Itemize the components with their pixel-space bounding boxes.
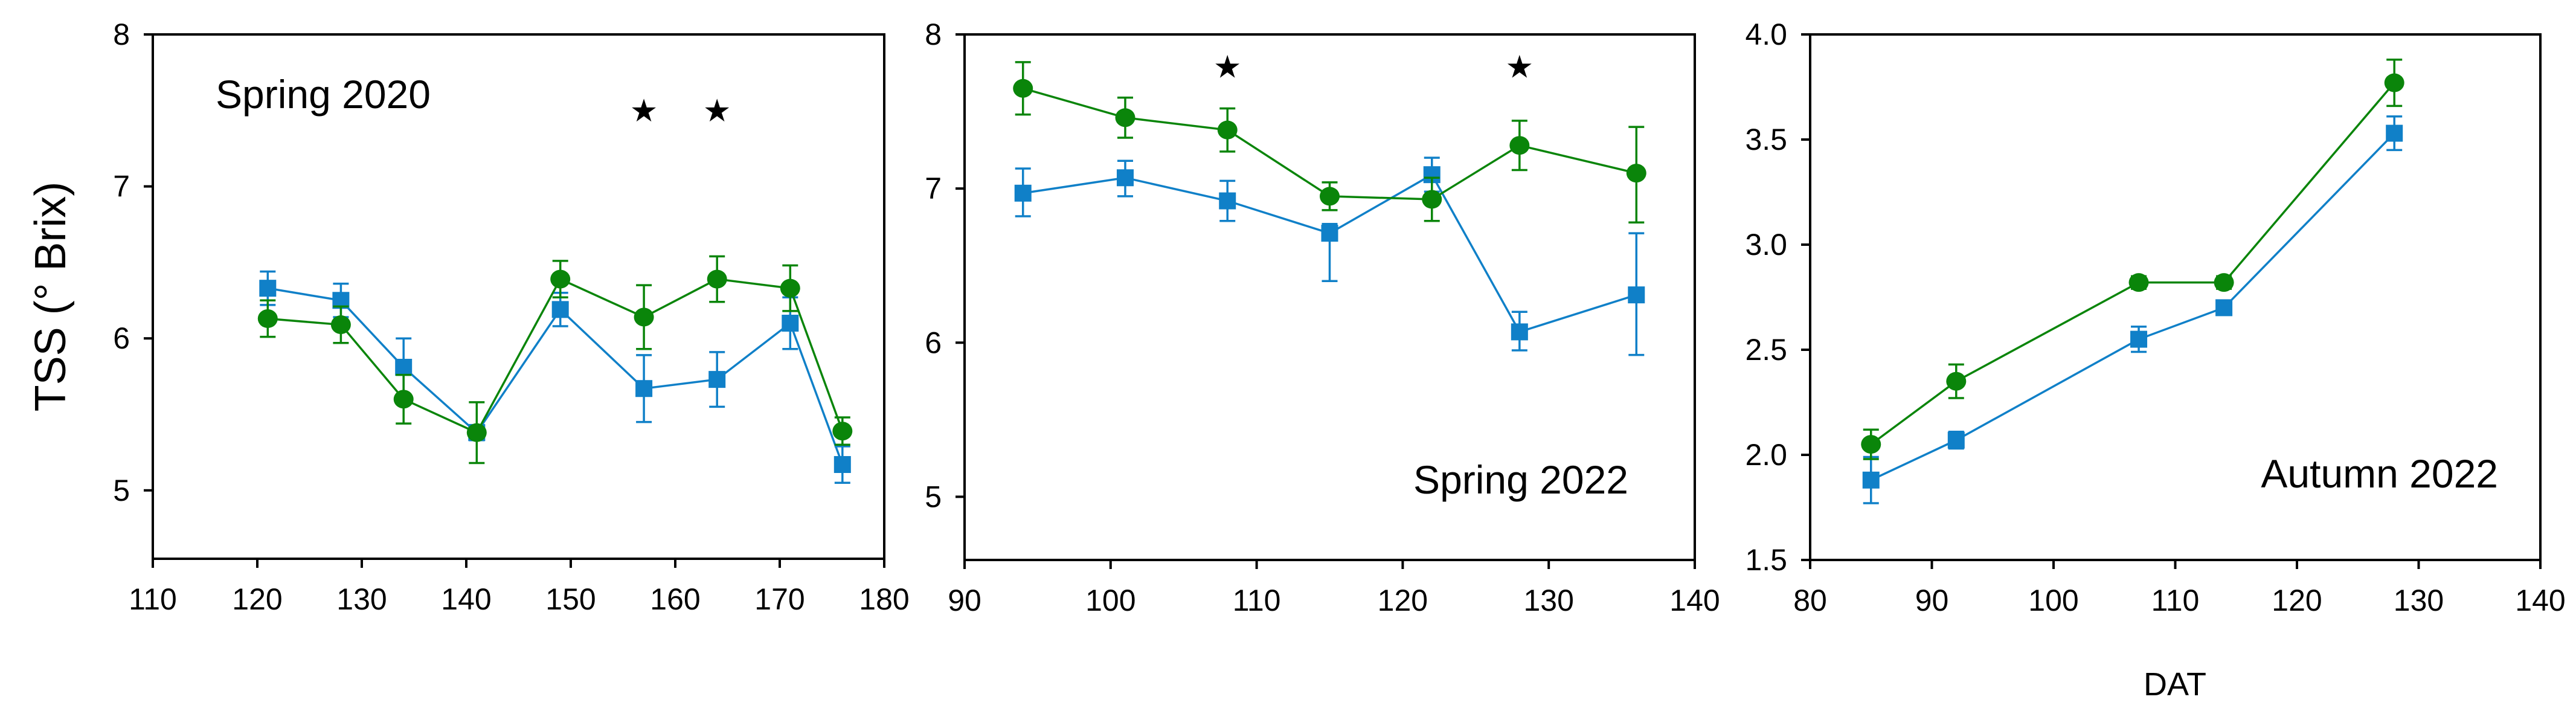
y-tick-label: 2.5	[1745, 333, 1787, 367]
square-marker	[1219, 192, 1236, 210]
green-circle-series-line	[1870, 82, 2395, 446]
x-tick-label: 120	[1378, 584, 1428, 617]
square-marker	[782, 315, 799, 332]
panel-title-autumn-2022: Autumn 2022	[2261, 451, 2498, 496]
x-axis-title: DAT	[2144, 666, 2206, 703]
circle-marker	[2214, 273, 2234, 292]
square-marker	[2130, 330, 2148, 348]
square-marker	[395, 358, 413, 376]
y-tick-label: 1.5	[1745, 543, 1787, 577]
x-tick-label: 140	[441, 582, 491, 616]
y-tick-label: 3.0	[1745, 228, 1787, 262]
significance-star: ★	[1506, 50, 1534, 86]
y-tick-label: 5	[925, 480, 942, 513]
x-tick-label: 90	[948, 584, 981, 617]
x-tick-label: 110	[1233, 584, 1281, 617]
significance-star: ★	[630, 93, 658, 129]
y-tick-label: 8	[113, 18, 130, 51]
y-tick-label: 6	[113, 321, 130, 355]
square-marker	[635, 380, 653, 397]
circle-marker	[1861, 435, 1881, 454]
x-tick-label: 80	[1793, 584, 1827, 617]
x-tick-label: 140	[2515, 584, 2565, 617]
significance-star: ★	[1213, 50, 1242, 86]
y-tick-label: 5	[113, 474, 130, 507]
circle-marker	[1217, 120, 1238, 140]
x-tick-label: 130	[2394, 584, 2444, 617]
square-marker	[1862, 471, 1880, 489]
circle-marker	[1013, 79, 1033, 98]
circle-marker	[1626, 164, 1646, 183]
x-tick-label: 120	[232, 582, 282, 616]
circle-marker	[330, 315, 351, 335]
circle-marker	[832, 422, 853, 441]
significance-star: ★	[703, 93, 731, 129]
square-marker	[1511, 323, 1528, 341]
circle-marker	[393, 390, 414, 409]
circle-marker	[2128, 273, 2149, 292]
square-marker	[1947, 431, 1965, 449]
x-tick-label: 130	[336, 582, 387, 616]
x-tick-label: 150	[545, 582, 596, 616]
square-marker	[2386, 124, 2403, 142]
square-marker	[834, 456, 851, 474]
circle-marker	[707, 269, 727, 289]
plot-frame	[152, 33, 885, 560]
x-tick-label: 140	[1669, 584, 1720, 617]
x-tick-label: 130	[1523, 584, 1573, 617]
square-marker	[1014, 184, 1032, 202]
circle-marker	[1422, 190, 1442, 209]
circle-marker	[1509, 136, 1530, 155]
panel-title-spring-2020: Spring 2020	[216, 72, 431, 117]
circle-marker	[780, 278, 800, 298]
square-marker	[1628, 286, 1645, 304]
circle-marker	[466, 423, 487, 442]
x-tick-label: 110	[2151, 584, 2200, 617]
y-tick-label: 3.5	[1745, 123, 1787, 156]
plot-frame	[963, 33, 1696, 561]
circle-marker	[257, 309, 278, 328]
square-marker	[551, 301, 569, 318]
square-marker	[2215, 299, 2233, 317]
x-tick-label: 100	[1085, 584, 1135, 617]
y-tick-label: 6	[925, 326, 942, 359]
x-tick-label: 100	[2028, 584, 2078, 617]
square-marker	[708, 371, 726, 388]
x-tick-label: 180	[859, 582, 909, 616]
y-tick-label: 4.0	[1745, 18, 1787, 51]
x-tick-label: 120	[2272, 584, 2322, 617]
circle-marker	[1115, 108, 1135, 127]
y-tick-label: 7	[925, 172, 942, 205]
circle-marker	[550, 269, 571, 289]
square-marker	[1321, 225, 1338, 242]
x-tick-label: 110	[129, 582, 177, 616]
square-marker	[1116, 169, 1134, 187]
circle-marker	[1946, 371, 1967, 391]
x-tick-label: 160	[650, 582, 700, 616]
circle-marker	[2384, 73, 2404, 92]
x-tick-label: 90	[1915, 584, 1949, 617]
y-axis-title: TSS (° Brix)	[27, 181, 75, 412]
x-tick-label: 170	[754, 582, 805, 616]
panel-title-spring-2022: Spring 2022	[1413, 457, 1628, 502]
y-tick-label: 8	[925, 18, 942, 51]
circle-marker	[634, 307, 654, 327]
y-tick-label: 7	[113, 170, 130, 204]
circle-marker	[1320, 187, 1340, 206]
y-tick-label: 2.0	[1745, 438, 1787, 472]
square-marker	[259, 280, 277, 297]
blue-square-series-line	[1871, 132, 2395, 481]
